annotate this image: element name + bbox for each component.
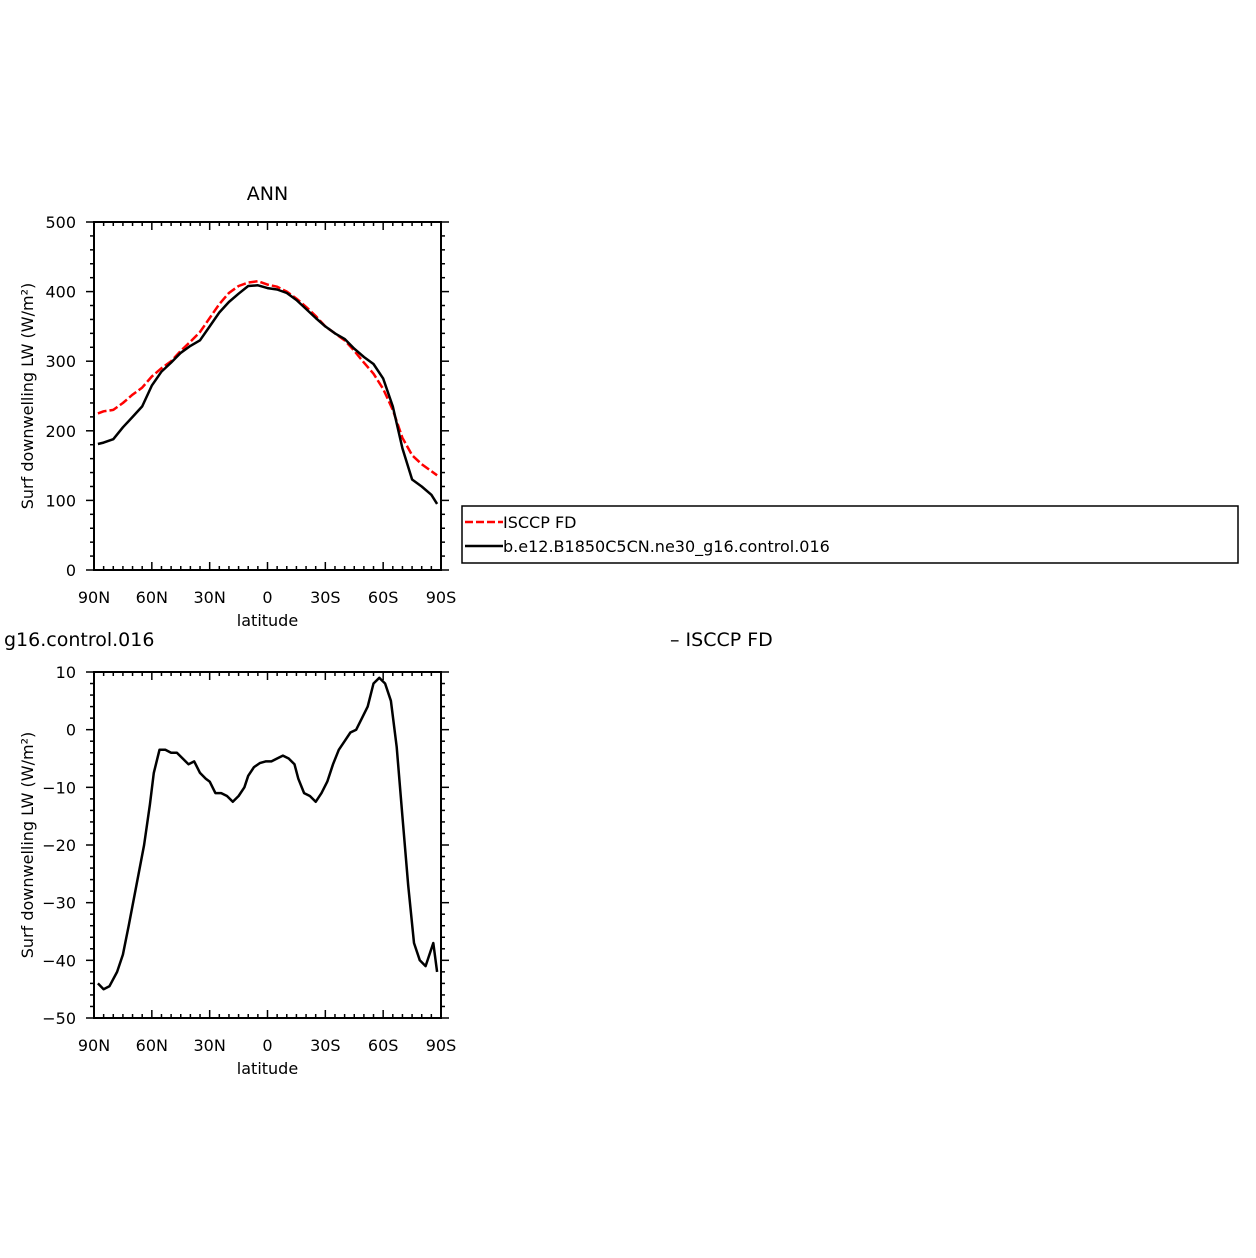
x-tick-label: 90N [78,1036,110,1055]
x-tick-label: 90S [426,588,457,607]
x-tick-label: 60S [368,588,399,607]
x-tick-label: 60N [136,1036,168,1055]
x-tick-label: 0 [262,1036,272,1055]
y-tick-label: −40 [42,951,76,970]
x-tick-label: 30S [310,1036,341,1055]
y-tick-label: 100 [45,491,76,510]
y-tick-label: 300 [45,352,76,371]
legend-label-1: ISCCP FD [503,513,576,532]
legend: ISCCP FD b.e12.B1850C5CN.ne30_g16.control… [461,505,1239,564]
y-tick-label: 0 [66,721,76,740]
y-axis-label: Surf downwelling LW (W/m²) [18,732,37,958]
y-tick-label: 200 [45,422,76,441]
legend-box [461,505,1239,564]
y-tick-label: −10 [42,778,76,797]
x-axis-label: latitude [237,1059,298,1078]
x-tick-label: 30S [310,588,341,607]
series-line-1 [97,676,439,991]
x-tick-label: 90S [426,1036,457,1055]
y-axis-label: Surf downwelling LW (W/m²) [18,283,37,509]
x-tick-label: 90N [78,588,110,607]
chart-title: ANN [247,183,288,205]
panel-2: 90N 60N 30N 0 30S 60S 90S −50 −40 −30 −20 −10 0 10 lat… [4,629,773,1078]
left-title: g16.control.016 [4,629,154,651]
y-tick-label: −30 [42,894,76,913]
x-tick-label: 30N [194,588,226,607]
panel-1: 90N 60N 30N 0 30S 60S 90S 0 100 200 300 400 500 latit… [18,183,456,630]
x-tick-label: 60S [368,1036,399,1055]
series-line-2 [97,284,439,505]
legend-label-2: b.e12.B1850C5CN.ne30_g16.control.016 [503,537,830,557]
y-tick-label: 0 [66,561,76,580]
x-tick-label: 0 [262,588,272,607]
y-tick-label: 500 [45,213,76,232]
y-tick-label: −20 [42,836,76,855]
x-tick-label: 30N [194,1036,226,1055]
y-tick-label: −50 [42,1009,76,1028]
x-axis-label: latitude [237,611,298,630]
x-tick-label: 60N [136,588,168,607]
right-title: – ISCCP FD [670,629,773,651]
plot-frame [93,671,442,1019]
series-line-1 [97,279,438,477]
y-tick-label: 400 [45,283,76,302]
y-tick-label: 10 [56,663,76,682]
